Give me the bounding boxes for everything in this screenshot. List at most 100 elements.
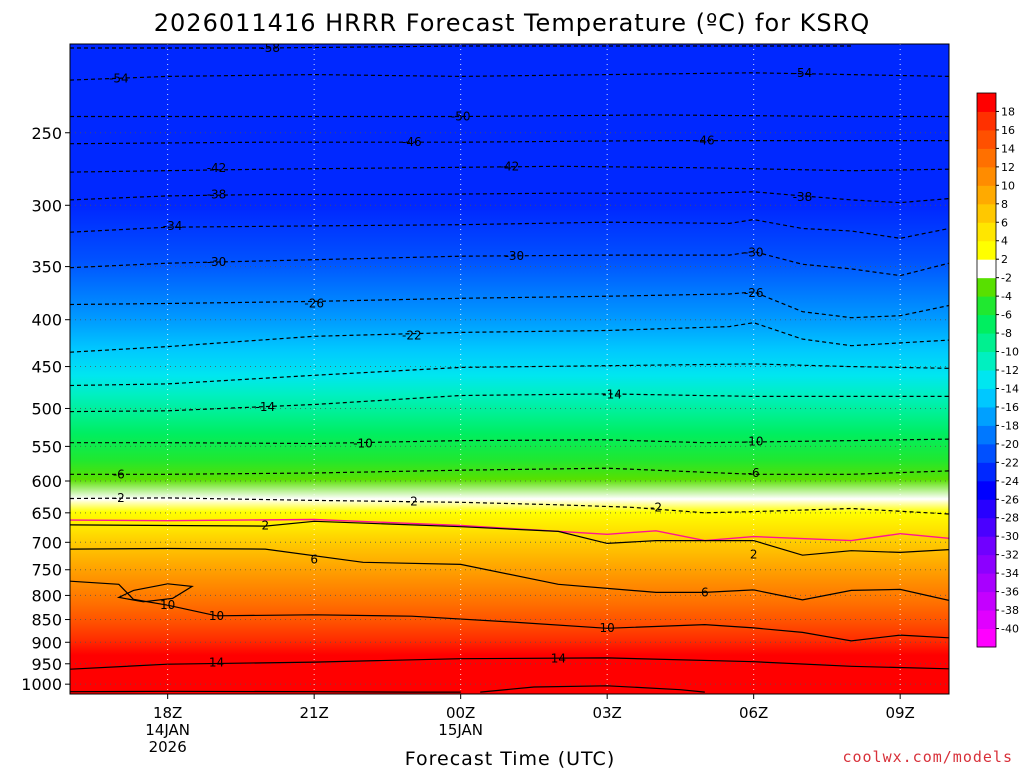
contour-line-10: [116, 583, 194, 603]
colorbar-swatch: [977, 240, 996, 260]
x-tick-label: 21Z: [299, 704, 328, 722]
colorbar-swatch: [977, 333, 996, 353]
colorbar-tick-label: 12: [1001, 161, 1015, 174]
contour-label: 10: [160, 598, 175, 612]
colorbar-tick-label: 16: [1001, 124, 1015, 137]
contour-label-text: -2: [113, 491, 125, 505]
y-tick-label: 300: [31, 196, 62, 215]
y-axis: 250 300 350 400 450 500 550 600 650 700 750 800 850 9…: [21, 124, 70, 694]
colorbar-swatch: [977, 443, 996, 463]
contour-label-text: 14: [551, 651, 566, 665]
colorbar-swatch: [977, 296, 996, 316]
contour-label-text: 10: [600, 621, 615, 635]
contour-label: -22: [402, 328, 422, 342]
colorbar-tick-label: 4: [1001, 235, 1008, 248]
contour-label-text: 10: [209, 609, 224, 623]
colorbar-swatch: [977, 166, 996, 186]
contour-label-text: -14: [256, 400, 276, 414]
contour-label: 14: [209, 656, 224, 670]
colorbar-swatch: [977, 573, 996, 593]
y-tick-label: 450: [31, 358, 62, 377]
colorbar-swatch: [977, 314, 996, 334]
x-tick-label: 15JAN: [438, 721, 483, 739]
colorbar: -40-38-36-34-32-30-28-26-24-22-20-18-16-…: [976, 92, 1019, 648]
contour-line-m38: [70, 191, 949, 204]
plot-area: -58 -54 -54 -50 -46 -46 -42 -42 -38 -38 -34 -30 -30 -…: [70, 44, 949, 710]
contour-label: -26: [304, 296, 324, 310]
colorbar-swatch: [977, 93, 996, 112]
colorbar-tick-label: -8: [1001, 327, 1012, 340]
plot-frame: [69, 43, 950, 695]
contour-label-text: -30: [207, 255, 227, 269]
colorbar-tick-label: -28: [1001, 512, 1019, 525]
colorbar-tick-label: 6: [1001, 216, 1008, 229]
contour-label-text: -26: [744, 286, 764, 300]
colorbar-swatch: [977, 499, 996, 519]
contour-label-text: -38: [793, 190, 813, 204]
contour-label: 2: [750, 548, 758, 562]
colorbar-tick-label: -22: [1001, 456, 1019, 469]
chart-title: 2026011416 HRRR Forecast Temperature (ºC…: [154, 9, 870, 37]
contour-line-14: [70, 657, 949, 670]
contour-labels: -58 -54 -54 -50 -46 -46 -42 -42 -38 -38 -34 -30 -30 -…: [109, 44, 813, 670]
contour-label: -14: [602, 388, 622, 402]
contour-label-text: -2: [406, 495, 418, 509]
colorbar-swatch: [977, 222, 996, 242]
contour-label-text: -6: [113, 467, 125, 481]
contour-label-text: -54: [793, 66, 813, 80]
colorbar-tick-label: 2: [1001, 253, 1008, 266]
contour-label-text: -54: [109, 71, 129, 85]
colorbar-swatch: [977, 536, 996, 556]
contour-label-text: -50: [451, 110, 471, 124]
colorbar-tick-label: -6: [1001, 309, 1012, 322]
contour-label: -30: [744, 246, 764, 260]
contour-label-text: -46: [695, 134, 715, 148]
colorbar-swatch: [977, 129, 996, 149]
contour-label-text: -30: [744, 246, 764, 260]
contour-label: -6: [748, 466, 760, 480]
colorbar-tick-label: -30: [1001, 530, 1019, 543]
contour-line-m14: [70, 393, 949, 413]
contour-label-text: -30: [505, 249, 525, 263]
contour-line-0: [70, 518, 949, 542]
colorbar-tick-label: 14: [1001, 142, 1015, 155]
contour-label-text: 2: [750, 548, 758, 562]
y-tick-label: 400: [31, 311, 62, 330]
contour-line-m34: [70, 218, 949, 239]
contour-label-text: -2: [650, 500, 662, 514]
contour-label: -34: [163, 219, 183, 233]
contour-label: 10: [600, 621, 615, 635]
contour-label-text: 2: [262, 518, 270, 532]
contour-label: -2: [113, 491, 125, 505]
y-tick-label: 950: [31, 655, 62, 674]
colorbar-tick-label: -24: [1001, 475, 1019, 488]
colorbar-swatch: [977, 277, 996, 297]
x-tick-label: 2026: [149, 738, 187, 756]
colorbar-swatch: [977, 425, 996, 445]
contour-label: -30: [505, 249, 525, 263]
y-tick-label: 700: [31, 533, 62, 552]
contour-label: -42: [500, 159, 520, 173]
contour-label-text: -26: [304, 296, 324, 310]
y-tick-label: 600: [31, 472, 62, 491]
contour-label: -10: [353, 436, 373, 450]
y-tick-label: 1000: [21, 675, 62, 694]
ground-fill: [70, 694, 949, 710]
contour-line-m6: [70, 467, 949, 475]
colorbar-tick-label: -40: [1001, 623, 1019, 636]
contour-line-m30: [70, 250, 949, 277]
contour-lines: [70, 45, 949, 693]
contour-label-text: -14: [602, 388, 622, 402]
colorbar-tick-label: -2: [1001, 272, 1012, 285]
colorbar-swatch: [977, 185, 996, 205]
colorbar-tick-label: -38: [1001, 604, 1019, 617]
contour-label: -46: [695, 134, 715, 148]
temperature-field: [70, 44, 949, 694]
x-tick-label: 14JAN: [145, 721, 190, 739]
colorbar-tick-label: -34: [1001, 567, 1019, 580]
colorbar-tick-label: -36: [1001, 586, 1019, 599]
contour-label-text: -22: [402, 328, 422, 342]
contour-line-18: [70, 690, 461, 693]
